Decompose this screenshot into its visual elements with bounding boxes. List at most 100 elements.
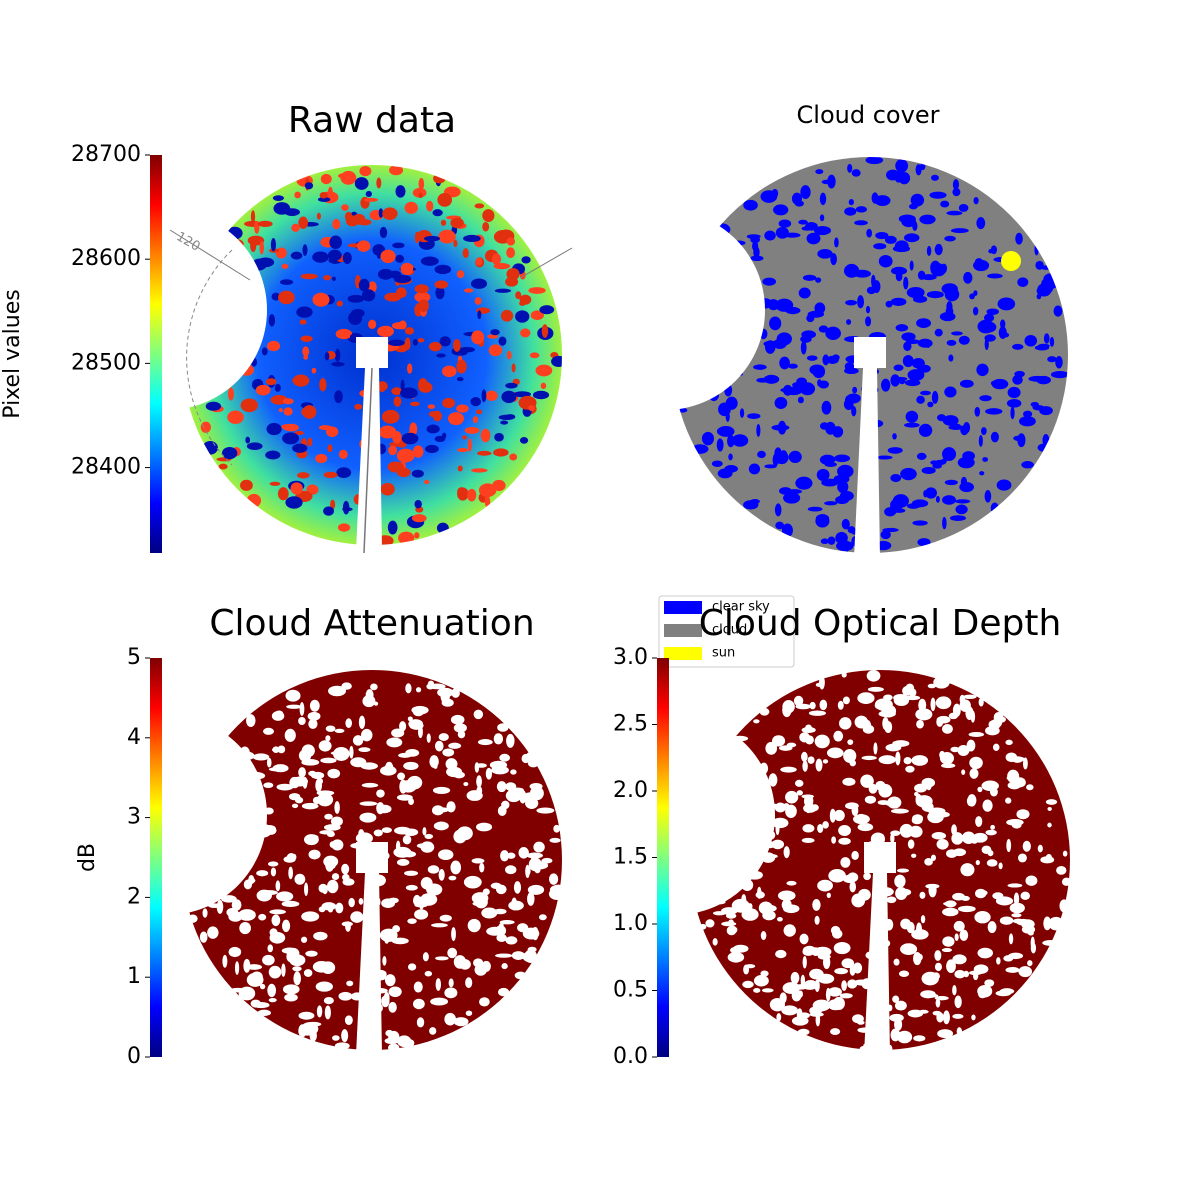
- image-blob: [826, 747, 844, 759]
- image-blob: [397, 1035, 412, 1048]
- image-blob: [359, 165, 372, 177]
- image-blob: [441, 698, 454, 707]
- image-blob: [433, 763, 438, 769]
- image-blob: [319, 191, 328, 199]
- image-blob: [271, 747, 283, 753]
- image-blob: [1035, 260, 1044, 270]
- image-blob: [348, 897, 355, 908]
- image-blob: [368, 921, 375, 932]
- image-blob: [845, 355, 863, 364]
- image-blob: [408, 719, 424, 729]
- image-blob: [329, 235, 342, 250]
- image-blob: [694, 304, 704, 312]
- image-blob: [396, 858, 410, 866]
- image-blob: [396, 287, 407, 299]
- image-blob: [530, 855, 536, 868]
- image-blob: [463, 875, 482, 889]
- image-blob: [860, 774, 874, 788]
- image-blob: [210, 885, 226, 896]
- image-blob: [935, 495, 940, 503]
- image-blob: [481, 389, 487, 403]
- image-blob: [712, 911, 726, 916]
- image-blob: [285, 496, 303, 509]
- image-blob: [196, 771, 213, 785]
- image-blob: [803, 984, 817, 990]
- image-blob: [341, 1029, 349, 1043]
- image-blob: [844, 336, 862, 343]
- image-blob: [1006, 838, 1012, 853]
- image-blob: [514, 971, 527, 980]
- image-blob: [453, 723, 467, 733]
- image-blob: [305, 950, 318, 957]
- image-blob: [771, 817, 789, 829]
- image-blob: [977, 786, 983, 793]
- image-blob: [462, 435, 468, 440]
- image-blob: [453, 339, 461, 352]
- image-blob: [365, 190, 372, 198]
- image-blob: [917, 270, 926, 280]
- image-blob: [369, 855, 374, 864]
- image-blob: [917, 538, 931, 547]
- image-blob: [531, 926, 539, 941]
- image-blob: [904, 422, 920, 428]
- image-blob: [865, 305, 871, 314]
- image-blob: [917, 338, 933, 348]
- image-blob: [1045, 799, 1058, 805]
- image-blob: [432, 786, 451, 794]
- image-blob: [837, 464, 854, 478]
- image-blob: [839, 717, 852, 730]
- image-blob: [732, 944, 749, 953]
- image-blob: [206, 261, 215, 267]
- image-blob: [385, 932, 398, 937]
- image-blob: [427, 865, 440, 874]
- colorbar-tick-label: 0: [127, 1044, 141, 1069]
- image-blob: [239, 324, 252, 329]
- image-blob: [734, 355, 740, 365]
- image-blob: [864, 385, 879, 395]
- image-blob: [450, 860, 462, 875]
- image-blob: [381, 827, 392, 834]
- image-blob: [893, 958, 900, 966]
- image-blob: [847, 163, 853, 173]
- colorbar-tick-label: 28400: [71, 455, 141, 480]
- image-blob: [895, 272, 903, 282]
- image-blob: [911, 853, 917, 858]
- image-blob: [453, 955, 467, 969]
- image-blob: [890, 297, 907, 307]
- image-blob: [721, 327, 730, 334]
- image-blob: [399, 721, 407, 732]
- image-blob: [953, 920, 965, 932]
- image-blob: [438, 229, 456, 244]
- image-blob: [972, 306, 979, 316]
- image-blob: [285, 689, 301, 702]
- image-blob: [412, 445, 424, 458]
- image-blob: [395, 185, 406, 198]
- colorbar-tick-label: 28700: [71, 142, 141, 167]
- image-blob: [436, 522, 449, 534]
- image-blob: [795, 703, 812, 710]
- image-blob: [942, 415, 959, 426]
- image-blob: [670, 315, 683, 327]
- image-blob: [986, 859, 998, 867]
- image-blob: [506, 733, 515, 748]
- image-blob: [535, 364, 553, 377]
- image-blob: [905, 410, 919, 423]
- colorbar-tick-label: 4: [127, 725, 141, 750]
- image-blob: [919, 891, 926, 899]
- image-blob: [889, 504, 898, 515]
- colorbar-label: dB: [75, 843, 100, 872]
- image-blob: [392, 242, 405, 249]
- image-blob: [985, 408, 1003, 415]
- image-blob: [375, 855, 381, 861]
- image-blob: [868, 783, 878, 794]
- image-blob: [807, 506, 823, 512]
- image-blob: [873, 243, 887, 250]
- image-blob: [202, 908, 208, 918]
- image-blob: [232, 332, 241, 338]
- image-blob: [801, 226, 812, 231]
- image-blob: [505, 936, 518, 945]
- image-blob: [441, 365, 457, 378]
- image-blob: [549, 837, 561, 843]
- image-blob: [288, 793, 301, 801]
- image-blob: [797, 990, 803, 998]
